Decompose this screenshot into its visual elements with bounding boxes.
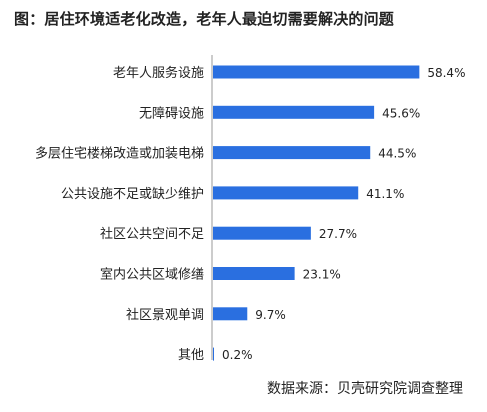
chart-title: 图：居住环境适老化改造，老年人最迫切需要解决的问题	[14, 10, 395, 28]
value-label: 27.7%	[319, 227, 357, 241]
bar	[213, 146, 371, 160]
value-label: 45.6%	[382, 106, 420, 120]
bar	[213, 65, 420, 79]
category-labels: 老年人服务设施无障碍设施多层住宅楼梯改造或加装电梯公共设施不足或缺少维护社区公共…	[35, 65, 204, 363]
value-label: 44.5%	[378, 147, 416, 161]
bar	[213, 347, 214, 361]
value-label: 58.4%	[427, 66, 465, 80]
bar	[213, 105, 375, 119]
category-label: 其他	[178, 348, 204, 363]
bar	[213, 226, 311, 240]
bar	[213, 307, 248, 321]
value-label: 41.1%	[366, 187, 404, 201]
value-label: 23.1%	[303, 268, 341, 282]
bar	[213, 267, 295, 280]
bar	[213, 186, 359, 200]
category-label: 公共设施不足或缺少维护	[61, 187, 204, 202]
category-label: 室内公共区域修缮	[100, 267, 204, 283]
value-label: 9.7%	[255, 308, 285, 322]
category-label: 社区公共空间不足	[100, 226, 204, 242]
value-label: 0.2%	[222, 348, 253, 362]
category-label: 多层住宅楼梯改造或加装电梯	[35, 146, 204, 162]
category-label: 老年人服务设施	[113, 65, 204, 81]
category-label: 社区景观单调	[126, 307, 204, 323]
category-label: 无障碍设施	[139, 106, 204, 121]
value-labels: 58.4% 45.6% 44.5% 41.1% 27.7% 23.1% 9.7% 0.2%	[222, 66, 465, 362]
bars	[213, 65, 420, 361]
source-note: 数据来源：贝壳研究院调查整理	[267, 381, 463, 397]
